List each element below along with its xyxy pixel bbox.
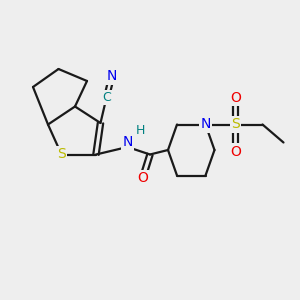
Text: H: H: [135, 124, 145, 137]
Text: S: S: [231, 118, 240, 131]
Text: O: O: [230, 145, 241, 158]
Text: N: N: [122, 136, 133, 149]
Text: N: N: [106, 70, 117, 83]
Text: O: O: [230, 91, 241, 104]
Text: O: O: [137, 172, 148, 185]
Text: N: N: [200, 118, 211, 131]
Text: S: S: [57, 148, 66, 161]
Text: C: C: [102, 91, 111, 104]
